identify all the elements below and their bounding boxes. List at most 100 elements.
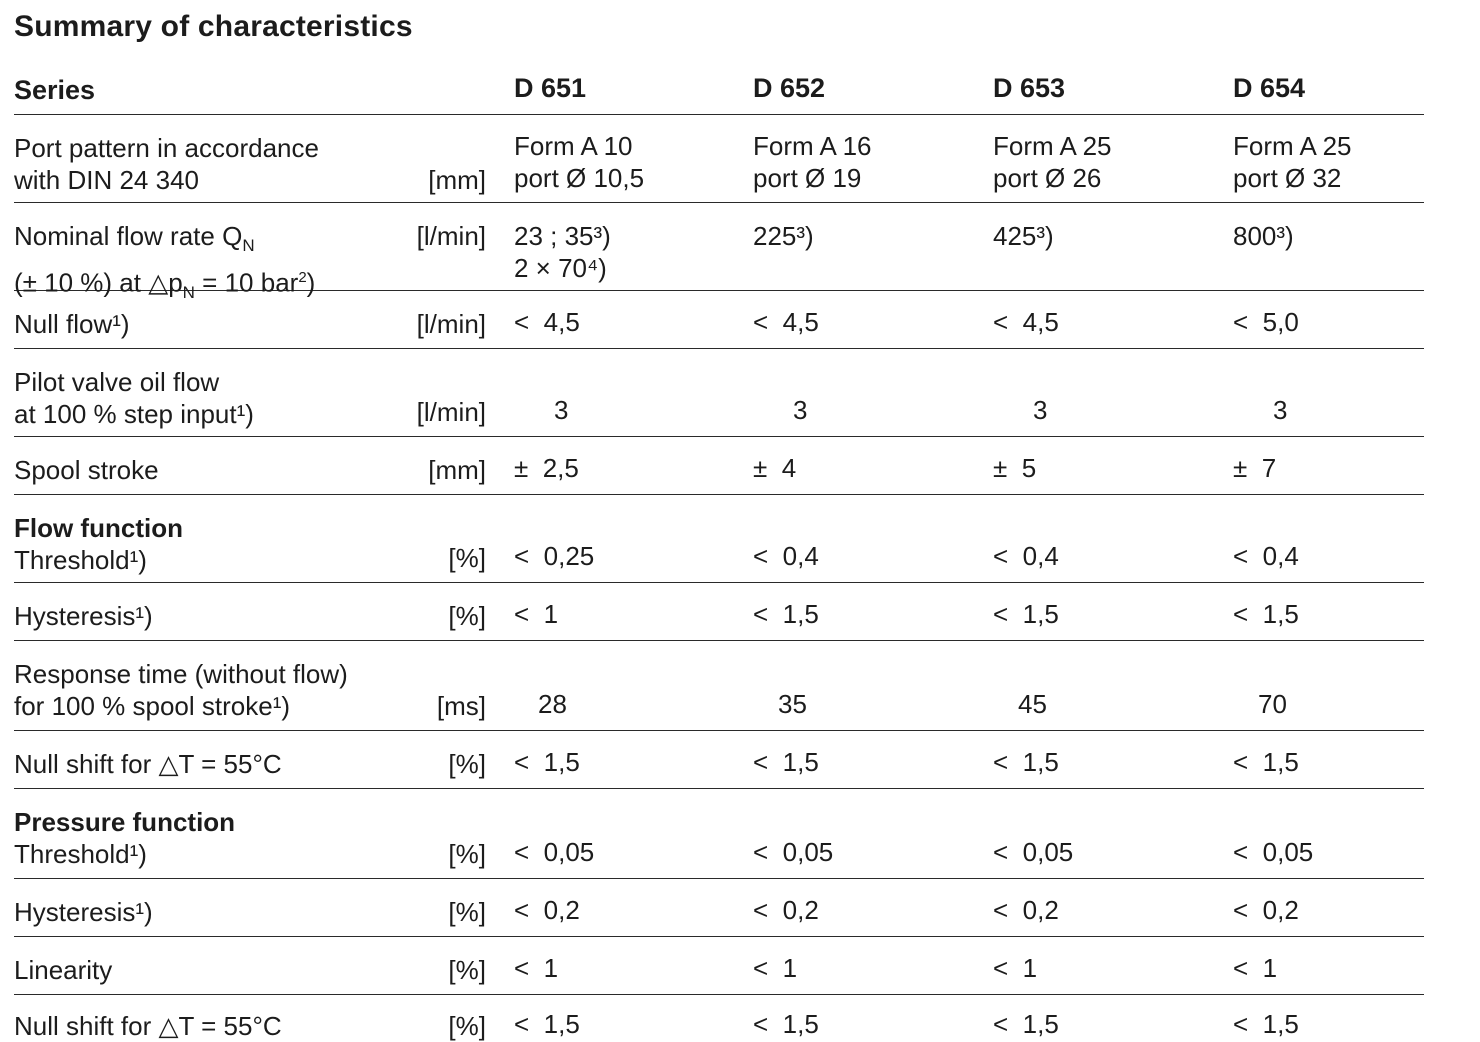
cell-d654: ± 7 [1233,453,1277,483]
row-unit: [l/min] [416,309,486,339]
cell-d651: < 1,5 [514,1009,580,1039]
cell-d653: 425³) [993,221,1054,251]
cell-d651: < 1 [514,953,559,983]
col-header-d651: D 651 [514,73,587,103]
row-label: Null shift for △T = 55°C [14,1011,282,1041]
cell-d651: 23 ; 35³) 2 × 70⁴) [514,221,611,283]
row-label: Pilot valve oil flow at 100 % step input… [14,367,254,429]
cell-d651: < 0,05 [514,837,595,867]
cell-d651: Form A 10 port Ø 10,5 [514,131,645,193]
table-header: Series D 651 D 652 D 653 D 654 [14,70,1424,115]
row-unit: [mm] [428,165,486,195]
cell-d653: < 0,4 [993,541,1059,571]
row-unit: [%] [448,897,486,927]
cell-d653: < 1,5 [993,1009,1059,1039]
row-label: Linearity [14,955,113,985]
row-label: Response time (without flow) for 100 % s… [14,659,348,721]
row-label: Null flow¹) [14,309,130,339]
row-unit: [%] [448,749,486,779]
cell-d652: Form A 16 port Ø 19 [753,131,872,193]
table-row: Hysteresis¹) [%] < 0,2 < 0,2 < 0,2 < 0,2 [14,878,1424,937]
table-row: Nominal flow rate QN (± 10 %) at △pN = 1… [14,202,1424,302]
cell-d651: < 1,5 [514,747,580,777]
cell-d653: < 0,2 [993,895,1059,925]
table-row: Null shift for △T = 55°C [%] < 1,5 < 1,5… [14,994,1424,1041]
row-label: Hysteresis¹) [14,897,153,927]
table-row: Spool stroke [mm] ± 2,5 ± 4 ± 5 ± 7 [14,436,1424,495]
table-row: Flow function Threshold¹) [%] < 0,25 < 0… [14,494,1424,583]
cell-d652: 225³) [753,221,814,251]
cell-d651: < 0,25 [514,541,595,571]
section-heading: Pressure function [14,807,236,837]
cell-d653: Form A 25 port Ø 26 [993,131,1112,193]
cell-d652: < 1,5 [753,747,819,777]
cell-d652: 3 [793,395,808,425]
cell-d652: < 0,05 [753,837,834,867]
cell-d651: ± 2,5 [514,453,579,483]
cell-d652: < 0,2 [753,895,819,925]
series-label: Series [14,75,96,105]
page-title: Summary of characteristics [14,10,413,43]
cell-d652: < 1 [753,953,798,983]
cell-d654: < 1,5 [1233,599,1299,629]
cell-d651: 3 [554,395,569,425]
row-unit: [%] [448,543,486,573]
cell-d654: < 1,5 [1233,1009,1299,1039]
cell-d654: < 0,4 [1233,541,1299,571]
cell-d652: < 4,5 [753,307,819,337]
table-row: Hysteresis¹) [%] < 1 < 1,5 < 1,5 < 1,5 [14,582,1424,641]
cell-d651: < 4,5 [514,307,580,337]
row-label: Flow function Threshold¹) [14,513,183,575]
cell-d654: < 1 [1233,953,1278,983]
cell-d651: < 0,2 [514,895,580,925]
cell-d653: < 1,5 [993,599,1059,629]
cell-d651: 28 [538,689,567,719]
row-unit: [ms] [436,691,486,721]
table-row: Linearity [%] < 1 < 1 < 1 < 1 [14,936,1424,995]
row-unit: [%] [448,1011,486,1041]
row-label: Null shift for △T = 55°C [14,749,282,779]
cell-d652: < 1,5 [753,599,819,629]
row-label: Hysteresis¹) [14,601,153,631]
cell-d654: 800³) [1233,221,1294,251]
row-unit: [%] [448,601,486,631]
table-row: Pressure function Threshold¹) [%] < 0,05… [14,788,1424,879]
cell-d654: 3 [1273,395,1288,425]
cell-d653: < 4,5 [993,307,1059,337]
cell-d652: 35 [778,689,807,719]
col-header-d654: D 654 [1233,73,1306,103]
table-row: Pilot valve oil flow at 100 % step input… [14,348,1424,437]
row-unit: [l/min] [416,221,486,251]
cell-d653: 45 [1018,689,1047,719]
col-header-d652: D 652 [753,73,826,103]
cell-d653: < 1,5 [993,747,1059,777]
cell-d653: 3 [1033,395,1048,425]
section-heading: Flow function [14,513,183,543]
row-label: Pressure function Threshold¹) [14,807,236,869]
row-unit: [%] [448,955,486,985]
cell-d652: < 1,5 [753,1009,819,1039]
row-unit: [%] [448,839,486,869]
row-label: Nominal flow rate QN (± 10 %) at △pN = 1… [14,221,316,303]
row-label: Port pattern in accordance with DIN 24 3… [14,133,319,195]
cell-d652: ± 4 [753,453,797,483]
table-row: Port pattern in accordance with DIN 24 3… [14,114,1424,203]
cell-d654: < 0,05 [1233,837,1314,867]
cell-d654: 70 [1258,689,1287,719]
table-row: Null flow¹) [l/min] < 4,5 < 4,5 < 4,5 < … [14,290,1424,349]
col-header-d653: D 653 [993,73,1066,103]
cell-d654: < 0,2 [1233,895,1299,925]
cell-d651: < 1 [514,599,559,629]
row-label: Spool stroke [14,455,159,485]
row-unit: [mm] [428,455,486,485]
cell-d652: < 0,4 [753,541,819,571]
cell-d653: < 1 [993,953,1038,983]
row-unit: [l/min] [416,397,486,427]
cell-d654: Form A 25 port Ø 32 [1233,131,1352,193]
cell-d653: < 0,05 [993,837,1074,867]
cell-d654: < 5,0 [1233,307,1299,337]
table-row: Response time (without flow) for 100 % s… [14,640,1424,731]
table-row: Null shift for △T = 55°C [%] < 1,5 < 1,5… [14,730,1424,789]
cell-d653: ± 5 [993,453,1037,483]
cell-d654: < 1,5 [1233,747,1299,777]
